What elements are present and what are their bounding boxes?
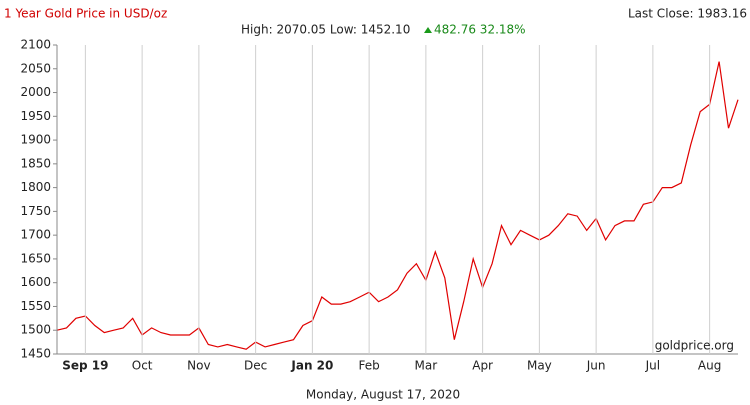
x-tick-label: Feb	[359, 359, 380, 373]
y-tick-label: 1500	[20, 323, 51, 337]
y-tick-label: 1650	[20, 251, 51, 265]
y-tick-label: 1750	[20, 204, 51, 218]
y-tick-label: 2100	[20, 38, 51, 52]
last-close: Last Close: 1983.16	[628, 7, 747, 21]
up-arrow	[424, 27, 432, 33]
y-tick-label: 1450	[20, 347, 51, 361]
y-tick-label: 1550	[20, 299, 51, 313]
y-tick-label: 1700	[20, 228, 51, 242]
y-tick-label: 1800	[20, 180, 51, 194]
x-tick-label: Jan 20	[290, 359, 333, 373]
x-tick-label: Oct	[132, 359, 153, 373]
x-tick-label: Apr	[472, 359, 493, 373]
y-tick-label: 1900	[20, 133, 51, 147]
watermark: goldprice.org	[655, 339, 734, 353]
x-tick-label: Dec	[244, 359, 267, 373]
change: 482.76 32.18%	[434, 23, 526, 37]
y-tick-label: 1600	[20, 275, 51, 289]
y-tick-label: 2050	[20, 61, 51, 75]
x-tick-label: May	[527, 359, 552, 373]
high-low: High: 2070.05 Low: 1452.10	[241, 23, 410, 37]
y-tick-label: 2000	[20, 85, 51, 99]
chart-title: 1 Year Gold Price in USD/oz	[4, 7, 167, 21]
x-tick-label: Jul	[645, 359, 660, 373]
x-tick-label: Jun	[586, 359, 606, 373]
x-tick-label: Sep 19	[62, 359, 108, 373]
x-tick-label: Aug	[698, 359, 721, 373]
x-tick-label: Nov	[187, 359, 210, 373]
x-tick-label: Mar	[415, 359, 438, 373]
price-line	[56, 61, 739, 350]
y-tick-label: 1850	[20, 156, 51, 170]
date-label: Monday, August 17, 2020	[306, 388, 460, 402]
y-tick-label: 1950	[20, 109, 51, 123]
